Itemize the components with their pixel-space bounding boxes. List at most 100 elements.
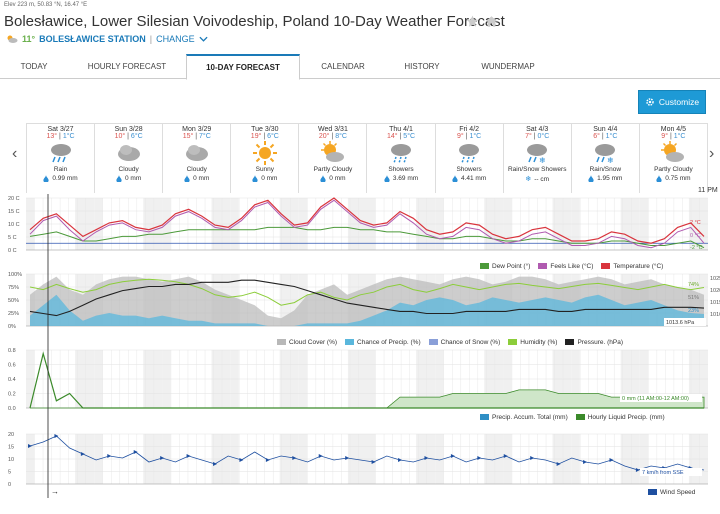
precip-annotation: 0 mm (11 AM:00-12 AM:00) [622, 396, 689, 402]
wind-direction-marker [265, 458, 270, 462]
customize-button[interactable]: Customize [638, 90, 706, 114]
snowflake-icon: ❄ [525, 176, 532, 183]
day-condition: Rain/Snow [589, 166, 622, 173]
day-precip: 0 mm [163, 175, 230, 182]
y-tick-label: 15 [8, 445, 14, 451]
day-temps: 14° | 5°C [386, 133, 416, 140]
day-low: 7°C [199, 133, 211, 140]
day-column[interactable]: Wed 3/31 20° | 8°C Partly Cloudy 0 mm [299, 124, 368, 193]
day-condition: Showers [456, 166, 482, 173]
change-station-link[interactable]: CHANGE [156, 34, 195, 44]
chevron-down-icon[interactable] [199, 36, 208, 42]
day-column[interactable]: Mon 3/29 15° | 7°C Cloudy 0 mm [163, 124, 232, 193]
wind-direction-marker [160, 456, 165, 460]
y-tick-label: 75% [8, 285, 19, 291]
current-temp: 11° [22, 34, 36, 44]
legend-hourly: Hourly Liquid Precip. (mm) [575, 414, 665, 421]
rain-icon [27, 140, 94, 166]
day-column[interactable]: Sat 3/27 13° | 1°C Rain 0.99 mm [26, 124, 96, 193]
day-high: 19° [250, 133, 262, 140]
tab-wundermap[interactable]: WUNDERMAP [481, 62, 535, 71]
wind-direction-marker [556, 462, 561, 466]
wind-annotation-bg [640, 468, 702, 476]
star-icon[interactable] [466, 15, 479, 28]
tab-hourly[interactable]: HOURLY FORECAST [87, 62, 167, 71]
day-column[interactable]: Mon 4/5 9° | 1°C Partly Cloudy 0.75 mm [640, 124, 708, 193]
wind-direction-marker [107, 454, 112, 458]
pressure-tick-label: 1015 [710, 300, 720, 306]
wind-direction-marker [213, 462, 218, 466]
day-column[interactable]: Sun 3/28 10° | 6°C Cloudy 0 mm [95, 124, 164, 193]
current-time-arrow: → [51, 487, 59, 496]
precip-end-label: 23% [688, 308, 699, 314]
day-temps: 10° | 6°C [114, 133, 143, 140]
wind-direction-marker [318, 454, 323, 458]
pressure-end-label: 1013.6 hPa [666, 320, 695, 326]
day-condition: Partly Cloudy [313, 166, 353, 173]
day-low: 6°C [130, 133, 143, 140]
temp-end-label: 2 °C [690, 220, 701, 226]
tab-history[interactable]: HISTORY [404, 62, 440, 71]
wind-direction-marker [503, 454, 508, 458]
day-temps: 6° | 1°C [593, 133, 618, 140]
day-name: Sat 4/3 [526, 126, 549, 133]
raindrop-icon [384, 175, 390, 182]
day-column[interactable]: Tue 3/30 19° | 6°C Sunny 0 mm [231, 124, 300, 193]
tab-bar: TODAY HOURLY FORECAST 10-DAY FORECAST CA… [0, 54, 720, 80]
day-temps: 20° | 8°C [318, 133, 347, 140]
wind-speed-line [29, 435, 705, 471]
wind-direction-marker [133, 450, 138, 454]
forecast-charts: 20 C 15 C 10 C 5 C 0 C 100% 75% 50% 25% 0% 0.8 0.6 0… [8, 194, 720, 498]
y-tick-label: 0% [8, 324, 16, 330]
home-icon[interactable] [485, 15, 498, 28]
prev-arrow-icon[interactable]: ‹ [12, 145, 18, 162]
showers-icon [436, 140, 503, 166]
day-condition: Showers [388, 166, 414, 173]
day-low: 8°C [335, 133, 347, 140]
day-condition: Rain [53, 166, 68, 173]
day-name: Sat 3/27 [47, 126, 74, 133]
tab-calendar[interactable]: CALENDAR [321, 62, 365, 71]
y-tick-label: 15 C [8, 209, 20, 215]
y-tick-label: 0.8 [8, 348, 16, 354]
day-high: 13° [46, 133, 58, 140]
wind-direction-marker [186, 454, 191, 458]
wind-direction-marker [609, 458, 614, 462]
day-name: Tue 3/30 [251, 126, 279, 133]
cloud-icon [95, 140, 162, 166]
day-temps: 15° | 7°C [182, 133, 211, 140]
day-name: Sun 4/4 [593, 126, 618, 133]
legend-dew: Dew Point (°) [480, 263, 530, 270]
day-name: Wed 3/31 [318, 126, 348, 133]
day-temps: 9° | 1°C [661, 133, 686, 140]
tab-today[interactable]: TODAY [20, 62, 48, 71]
day-column[interactable]: Thu 4/1 14° | 5°C Showers 3.69 mm [367, 124, 436, 193]
day-precip: 0.99 mm [27, 175, 94, 182]
day-column[interactable]: Sat 4/3 7° | 0°C ❄ Rain/Snow Showers ❄ -- cm [504, 124, 572, 193]
y-tick-label: 25% [8, 311, 19, 317]
hourly-precip-line [29, 351, 704, 409]
day-high: 20° [318, 133, 330, 140]
day-high: 9° [661, 133, 668, 140]
wind-legend: Wind Speed [648, 489, 695, 496]
rainsnow-icon: ❄ [572, 140, 639, 166]
wind-direction-marker [54, 434, 59, 438]
day-precip: ❄ -- cm [525, 175, 550, 184]
partly-cloudy-icon [7, 35, 18, 43]
precip-annotation-bg [620, 394, 702, 402]
legend-precip-chance: Chance of Precip. (%) [345, 339, 421, 346]
tab-10-day[interactable]: 10-DAY FORECAST [186, 54, 300, 80]
raindrop-icon [116, 175, 122, 182]
pressure-line [29, 279, 705, 317]
day-column[interactable]: Fri 4/2 9° | 1°C Showers 4.41 mm [436, 124, 504, 193]
day-precip: 3.69 mm [367, 175, 434, 182]
wind-direction-marker [530, 456, 535, 460]
partly-icon [299, 140, 366, 166]
station-name[interactable]: BOLESŁAWICE STATION [39, 34, 146, 44]
temp-legend: Dew Point (°) Feels Like (°C) Temperatur… [480, 263, 663, 270]
next-arrow-icon[interactable]: › [709, 145, 715, 162]
day-column[interactable]: Sun 4/4 6° | 1°C ❄ Rain/Snow 1.95 mm [572, 124, 640, 193]
legend-wind: Wind Speed [648, 489, 695, 496]
day-temps: 19° | 6°C [250, 133, 279, 140]
day-name: Fri 4/2 [459, 126, 480, 133]
